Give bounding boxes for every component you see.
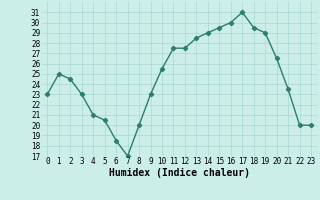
X-axis label: Humidex (Indice chaleur): Humidex (Indice chaleur): [109, 168, 250, 178]
